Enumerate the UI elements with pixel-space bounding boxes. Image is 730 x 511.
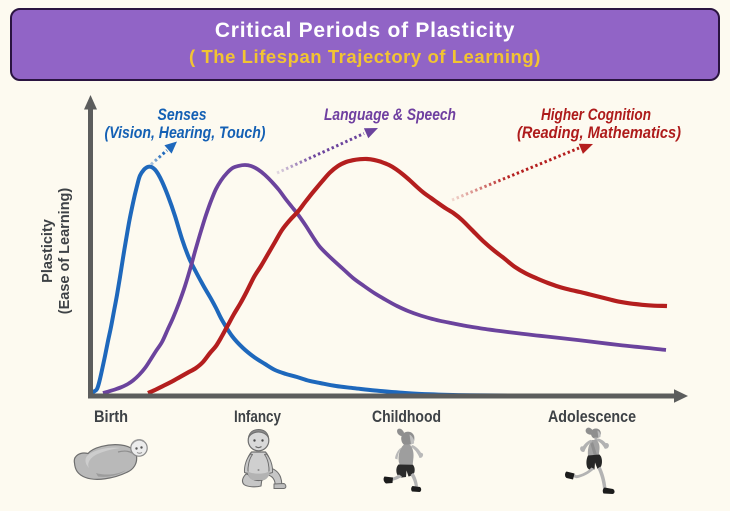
svg-text:Adolescence: Adolescence (548, 408, 636, 426)
svg-text:Plasticity: Plasticity (40, 219, 56, 283)
svg-text:Childhood: Childhood (372, 408, 441, 426)
svg-text:Infancy: Infancy (234, 408, 282, 426)
svg-text:Senses: Senses (158, 106, 207, 124)
svg-text:(Ease of Learning): (Ease of Learning) (57, 188, 73, 315)
svg-text:(Reading, Mathematics): (Reading, Mathematics) (517, 124, 681, 142)
svg-text:Higher Cognition: Higher Cognition (541, 106, 651, 124)
svg-text:Birth: Birth (94, 408, 128, 426)
svg-text:Language & Speech: Language & Speech (324, 106, 456, 124)
svg-text:(Vision, Hearing, Touch): (Vision, Hearing, Touch) (105, 124, 266, 142)
